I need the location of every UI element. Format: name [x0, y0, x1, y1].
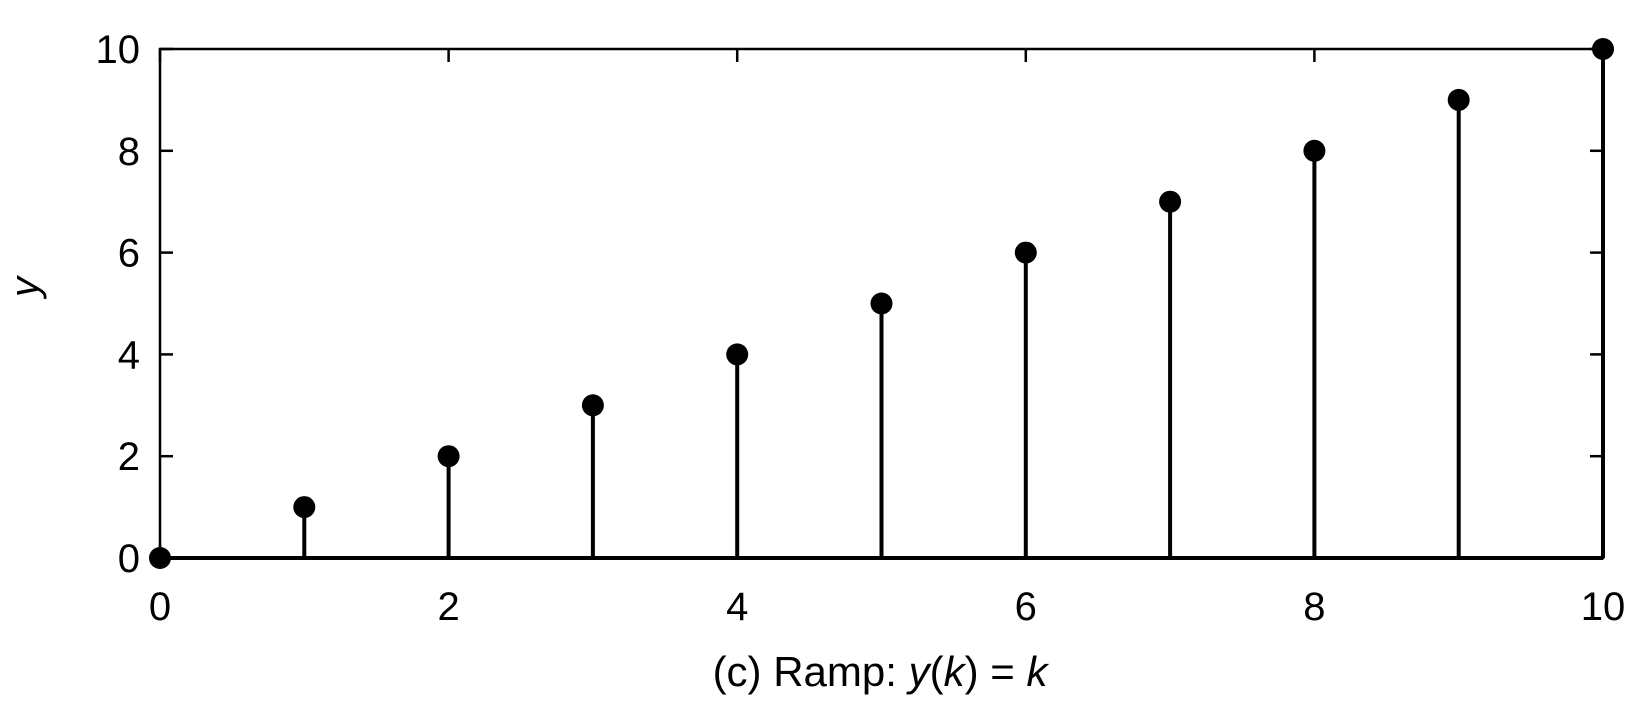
y-tick-label: 4: [118, 333, 140, 377]
stem-marker: [726, 343, 749, 366]
stem-marker: [437, 445, 460, 468]
x-tick-label: 2: [437, 585, 459, 629]
x-tick-label: 8: [1303, 585, 1325, 629]
x-axis-caption: (c) Ramp: y(k) = k: [713, 648, 1050, 695]
y-tick-label: 8: [118, 130, 140, 174]
stem-marker: [1303, 139, 1326, 162]
stem-marker: [581, 394, 604, 417]
y-tick-label: 6: [118, 232, 140, 276]
labels-group: 0 2 4 6 8 10 0 2 4 6 8 10: [96, 28, 1626, 629]
stems-group: [302, 49, 1605, 558]
y-tick-label: 10: [96, 28, 141, 72]
ticks-group: [158, 47, 1605, 560]
y-tick-label: 2: [118, 435, 140, 479]
stem-marker: [870, 292, 893, 315]
caption-open-paren: (: [930, 648, 944, 695]
caption-k1: k: [944, 648, 967, 695]
x-tick-label: 10: [1581, 585, 1626, 629]
caption-y: y: [906, 648, 933, 695]
stem-marker: [1447, 88, 1470, 111]
y-axis-label: y: [3, 274, 47, 300]
caption-prefix: (c) Ramp:: [713, 648, 909, 695]
y-tick-label: 0: [118, 537, 140, 581]
caption-k2: k: [1026, 648, 1049, 695]
x-tick-label: 0: [149, 585, 171, 629]
stem-marker: [1014, 241, 1037, 264]
x-tick-label: 6: [1015, 585, 1037, 629]
stem-marker: [293, 496, 316, 519]
x-tick-label: 4: [726, 585, 748, 629]
stem-marker: [1159, 190, 1182, 213]
caption-close-eq: ) =: [965, 648, 1027, 695]
